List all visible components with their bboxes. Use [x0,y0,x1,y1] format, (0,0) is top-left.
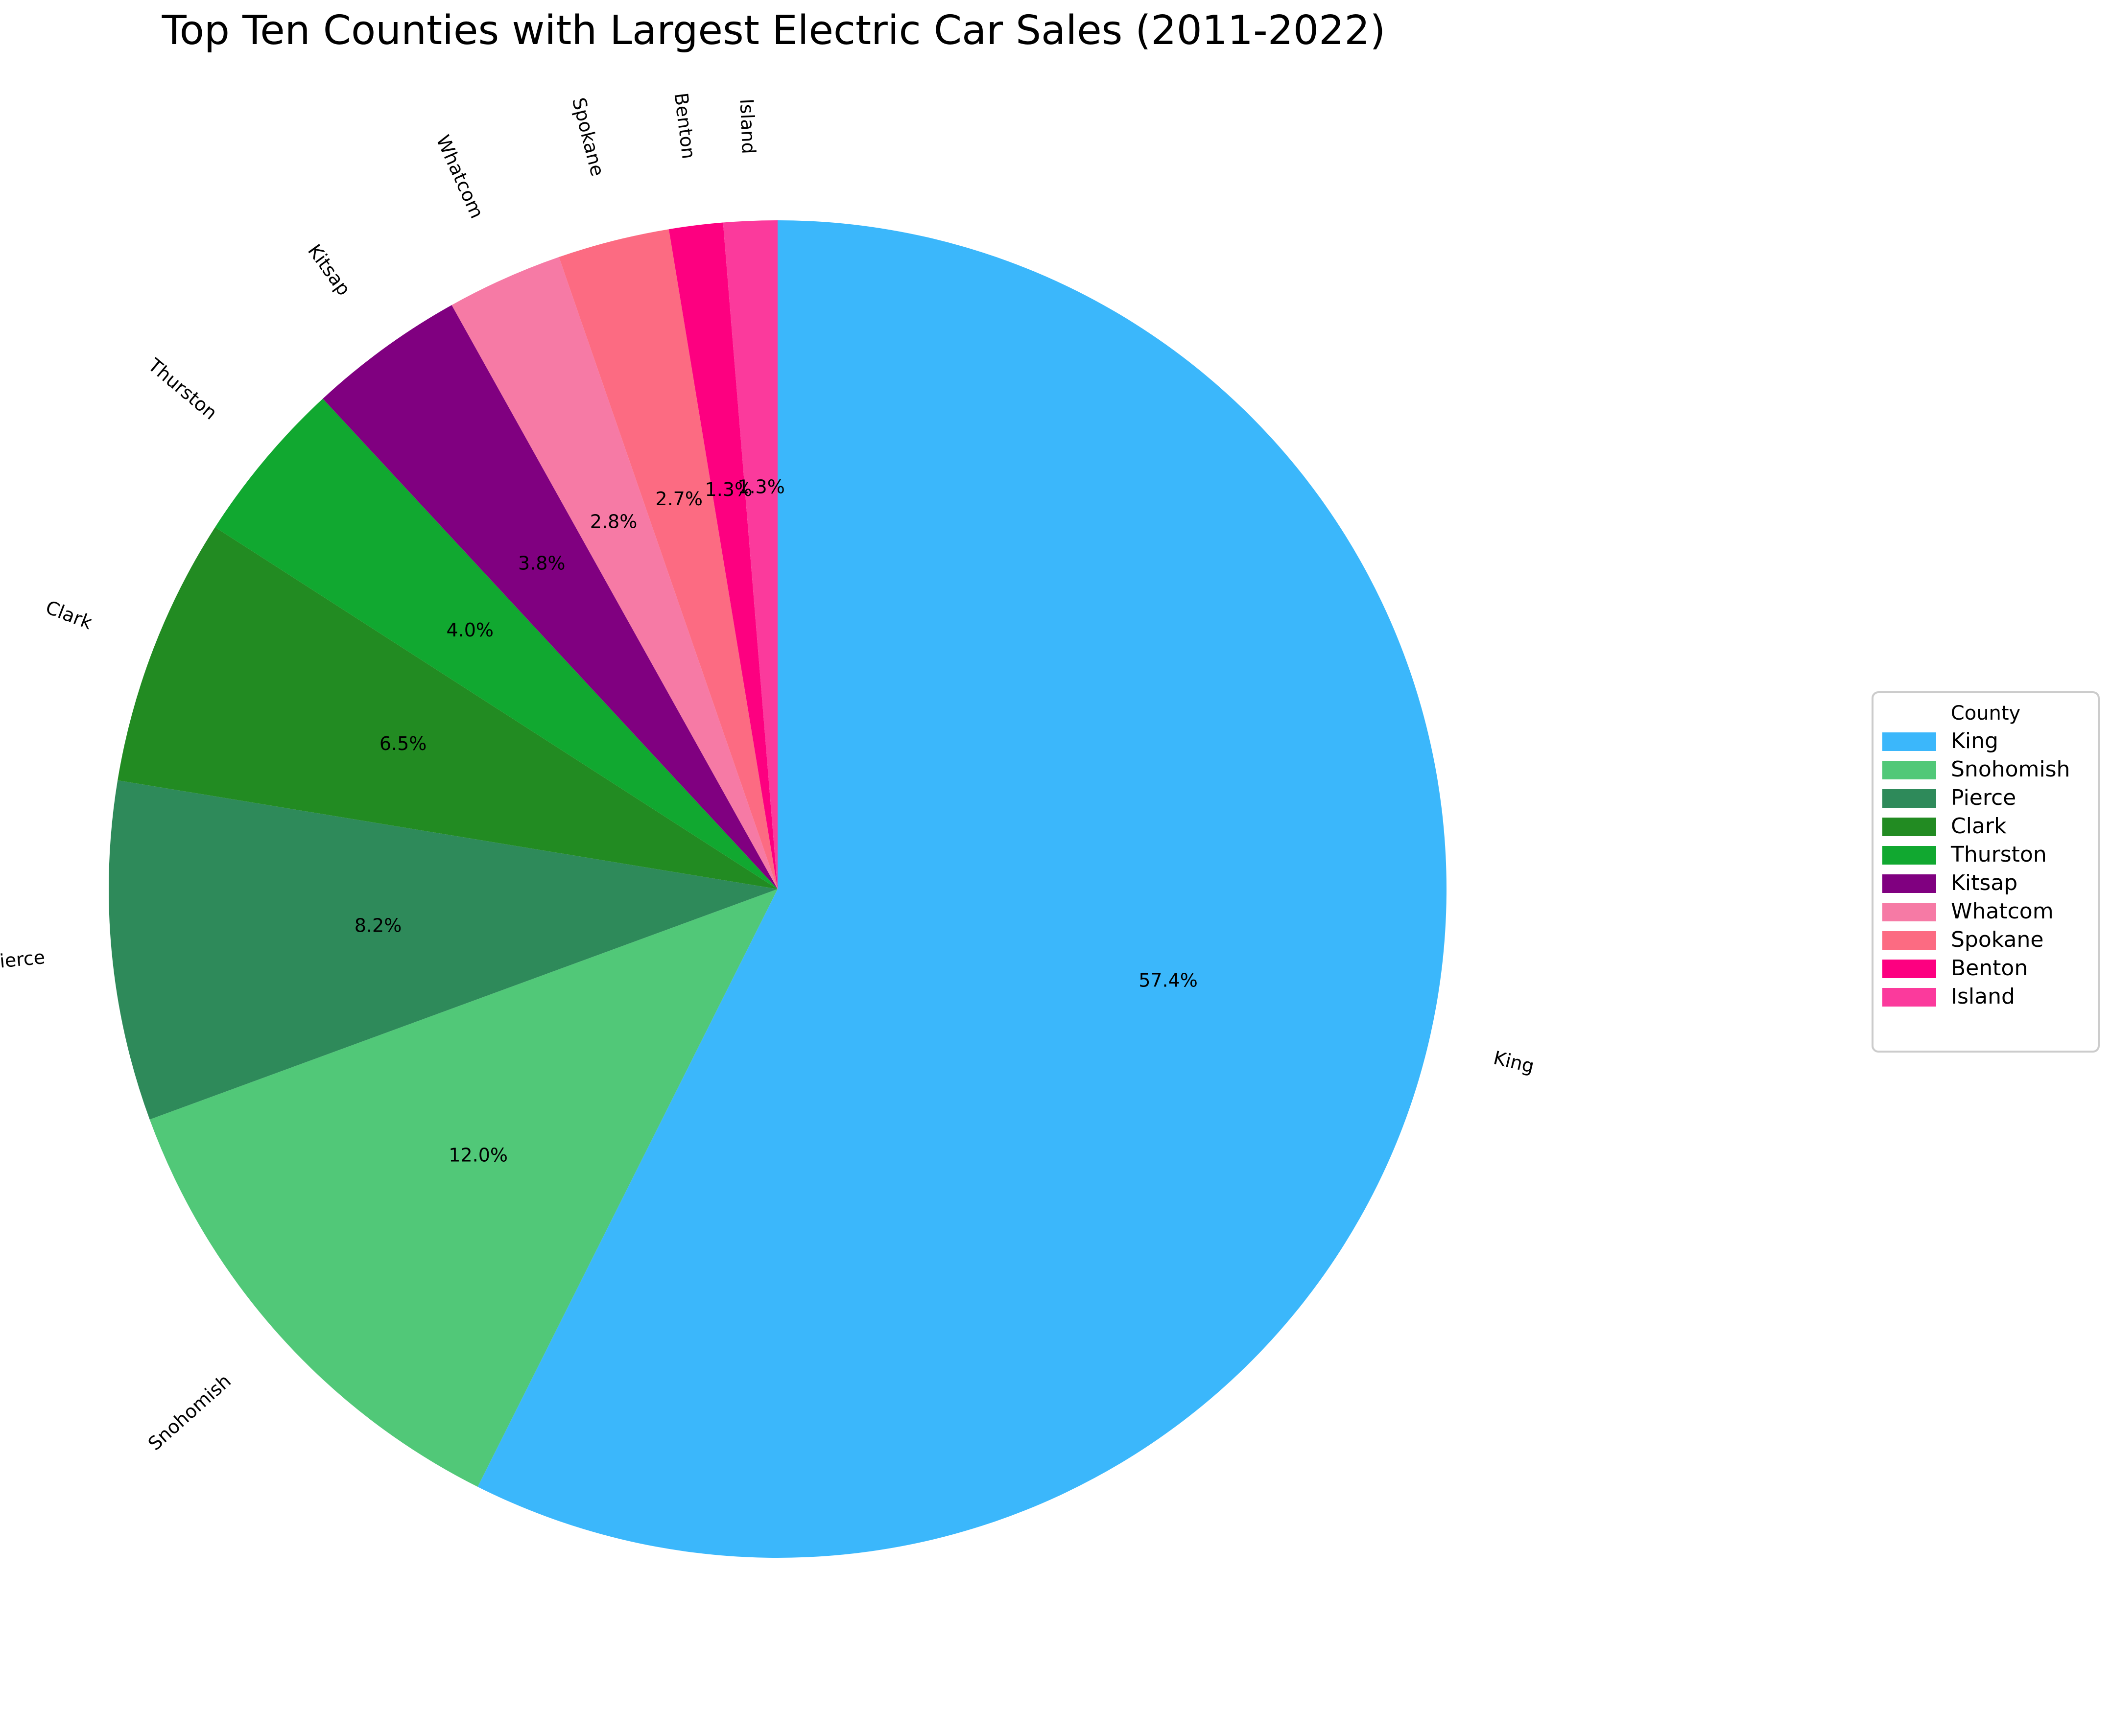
pct-label-benton: 1.3% [705,479,753,500]
legend-label-whatcom: Whatcom [1951,899,2054,924]
slice-label-whatcom: Whatcom [432,132,488,221]
pct-label-island: 1.3% [737,476,785,498]
slice-label-king: King [1492,1047,1537,1077]
legend-label-thurston: Thurston [1950,842,2047,867]
legend-swatch-pierce [1882,789,1936,808]
slice-label-benton: Benton [670,92,699,160]
pct-label-thurston: 4.0% [447,619,494,641]
slice-label-clark: Clark [43,596,95,633]
pct-label-clark: 6.5% [380,733,427,754]
legend-label-kitsap: Kitsap [1951,870,2017,895]
pct-label-kitsap: 3.8% [518,552,566,574]
slice-thurston [215,399,778,889]
slice-spokane [559,229,778,890]
slice-king [477,220,1447,1558]
legend-label-clark: Clark [1951,814,2007,839]
slice-label-spokane: Spokane [568,95,609,178]
slice-label-snohomish: Snohomish [144,1370,235,1454]
legend-label-snohomish: Snohomish [1951,757,2070,782]
chart-title: Top Ten Counties with Largest Electric C… [162,7,1386,54]
slice-kitsap [323,305,778,889]
legend-label-benton: Benton [1951,956,2028,981]
legend-swatch-snohomish [1882,761,1936,779]
slice-island [723,220,778,889]
legend-swatch-king [1882,732,1936,751]
pct-label-spokane: 2.7% [655,488,703,510]
legend-label-pierce: Pierce [1951,785,2016,810]
legend-swatch-whatcom [1882,903,1936,921]
slice-label-thurston: Thurston [143,354,221,424]
slice-label-kitsap: Kitsap [304,240,355,300]
legend: County KingSnohomishPierceClarkThurstonK… [1872,691,2100,1053]
slice-label-pierce: Pierce [0,946,46,973]
slice-pierce [109,780,778,1120]
pie-slices [109,220,1447,1558]
pct-label-pierce: 8.2% [355,915,402,937]
pct-label-king: 57.4% [1139,969,1198,991]
slice-whatcom [451,257,778,889]
slice-clark [118,527,778,889]
slice-label-island: Island [736,98,760,155]
legend-label-king: King [1951,728,1998,753]
legend-swatch-spokane [1882,931,1936,950]
percentage-labels: 57.4%12.0%8.2%6.5%4.0%3.8%2.8%2.7% 1.3%1.… [355,476,1198,1166]
legend-title: County [1951,702,2020,725]
legend-label-island: Island [1951,984,2015,1009]
legend-label-spokane: Spokane [1951,927,2043,952]
legend-swatch-island [1882,988,1936,1007]
legend-swatch-clark [1882,818,1936,836]
legend-swatch-benton [1882,960,1936,978]
legend-swatch-kitsap [1882,874,1936,893]
slice-benton [668,222,778,889]
pct-label-whatcom: 2.8% [590,511,638,532]
legend-swatch-thurston [1882,846,1936,865]
legend-entries: King Snohomish Pierce Clark Thurston Kitsap Wh… [1882,728,2070,1009]
pct-label-snohomish: 12.0% [449,1144,508,1166]
slice-snohomish [149,889,778,1487]
